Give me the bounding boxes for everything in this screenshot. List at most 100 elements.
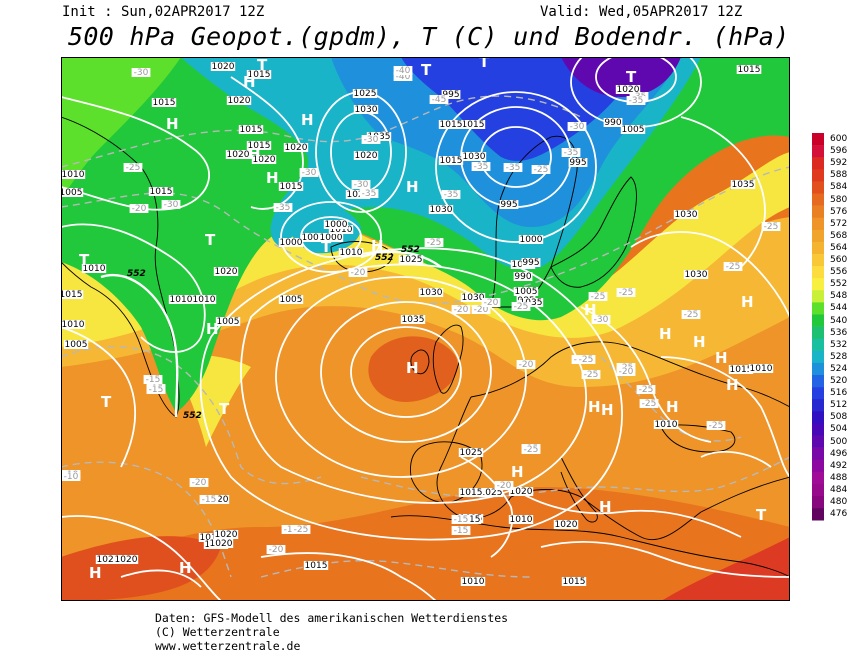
scale-label: 492 [830,460,848,471]
pressure-label: 1020 [615,85,641,95]
pressure-label: 1010 [191,295,217,305]
scale-cell [812,508,824,521]
svg-text:1010: 1010 [655,420,678,430]
svg-text:-15: -15 [284,525,299,535]
svg-text:1020: 1020 [212,62,235,72]
svg-text:1020: 1020 [210,539,233,549]
svg-text:1000: 1000 [302,233,325,243]
pressure-label: 1015 [278,182,304,192]
credit-website[interactable]: www.wetterzentrale.de [155,639,301,653]
scale-cell [812,375,824,388]
svg-text:-20: -20 [351,268,366,278]
scale-cell [812,254,824,267]
scale-cell [812,496,824,509]
scale-label: 592 [830,158,848,169]
pressure-label: 1015 [61,290,84,300]
scale-cell [812,205,824,218]
low-marker: T [205,231,216,249]
svg-text:1020: 1020 [97,555,120,565]
svg-text:995: 995 [522,258,539,268]
svg-text:1030: 1030 [355,105,378,115]
scale-cell [812,241,824,255]
temperature-label: -15 [451,526,471,536]
svg-text:-20: -20 [192,478,207,488]
red-corner-sw [61,536,221,601]
scale-cell [812,290,824,303]
pressure-label: 995 [521,258,541,268]
color-scale-bar [812,133,824,521]
pressure-label: 1015 [728,365,754,375]
high-marker: H [266,169,279,187]
svg-text:1025: 1025 [400,255,423,265]
svg-text:-15: -15 [454,526,469,536]
svg-text:1015: 1015 [738,65,761,75]
pressure-label: 1015 [438,120,464,130]
high-marker: H [406,359,419,377]
svg-text:-25: -25 [427,238,442,248]
svg-text:995: 995 [442,90,459,100]
scale-label: 580 [830,194,848,205]
svg-text:-20: -20 [619,367,634,377]
high-marker: H [166,115,179,133]
scale-label: 504 [830,424,848,435]
temperature-label: -35 [273,203,293,213]
svg-text:1020: 1020 [215,267,238,277]
svg-text:1015: 1015 [200,533,223,543]
pressure-label: 1030 [673,210,699,220]
scale-cell [812,217,824,231]
scale-label: 560 [830,255,848,265]
low-marker: T [219,400,230,418]
pressure-label: 1005 [61,188,84,198]
pressure-label: 1035 [730,180,756,190]
pressure-label: 1025 [478,488,504,498]
svg-text:-30: -30 [134,68,149,78]
svg-text:1015: 1015 [563,577,586,587]
temperature-label: -25 [639,399,659,409]
high-marker: H [659,325,672,343]
high-marker: H [406,178,419,196]
scale-cell [812,423,824,436]
init-time: Init : Sun,02APR2017 12Z [62,4,265,20]
temperature-label: -10 [61,472,81,482]
svg-text:-25: -25 [639,385,654,395]
pressure-label: 1020 [353,151,379,161]
temperature-label: -20 [129,204,149,214]
temperature-label: -30 [299,168,319,178]
pressure-label: 1015 [238,125,264,135]
purple-core [561,57,681,97]
pressure-label: 1015 [148,187,174,197]
svg-text:1030: 1030 [462,293,485,303]
svg-text:-35: -35 [564,148,579,158]
svg-text:-25: -25 [294,525,309,535]
pressure-label: 1035 [518,298,544,308]
temperature-label: -25 [681,310,701,320]
svg-text:1030: 1030 [685,270,708,280]
pressure-label: 1020 [210,62,236,72]
pressure-label: 1020 [225,150,251,160]
pressure-label: 1010 [653,420,679,430]
svg-text:1000: 1000 [280,238,303,248]
svg-text:-20: -20 [132,204,147,214]
svg-text:1015: 1015 [440,120,463,130]
scale-label: 532 [830,339,848,350]
svg-text:1025: 1025 [480,488,503,498]
svg-text:1020: 1020 [285,143,308,153]
low-marker: T [79,251,90,269]
credit-source: Daten: GFS-Modell des amerikanischen Wet… [155,611,509,625]
temperature-label: -25 [581,370,601,380]
svg-text:1015: 1015 [305,561,328,571]
pressure-label: 1015 [438,156,464,166]
svg-text:-35: -35 [276,203,291,213]
scale-label: 552 [830,279,848,290]
svg-text:-25: -25 [514,302,529,312]
pressure-label: 1000 [323,220,349,230]
svg-text:1010: 1010 [193,295,216,305]
svg-text:1005: 1005 [65,340,88,350]
temperature-label: -25 [636,385,656,395]
scale-cell [812,326,824,339]
scale-label: 476 [830,509,848,520]
temperature-label: -40 [393,66,413,76]
pressure-label: 1010 [81,264,107,274]
svg-text:1030: 1030 [430,205,453,215]
svg-text:-25: -25 [579,355,594,365]
